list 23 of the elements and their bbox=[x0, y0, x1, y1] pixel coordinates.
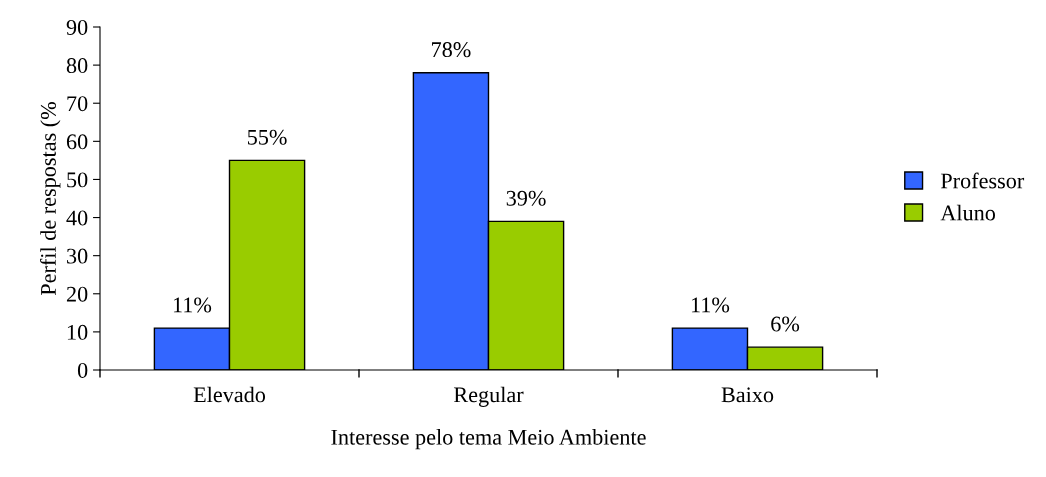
y-tick-label: 80 bbox=[66, 58, 88, 74]
legend-label: Professor bbox=[940, 172, 1025, 189]
y-tick-label: 10 bbox=[67, 324, 88, 340]
data-label: 78% bbox=[432, 42, 471, 58]
data-label: 11% bbox=[691, 297, 730, 313]
legend-label: Aluno bbox=[940, 204, 996, 221]
y-tick-label: 90 bbox=[66, 19, 88, 35]
x-tick-label: Baixo bbox=[721, 387, 774, 403]
data-label: 55% bbox=[247, 129, 287, 145]
y-tick-label: 40 bbox=[66, 210, 88, 226]
x-axis-title: Interesse pelo tema Meio Ambiente bbox=[331, 429, 646, 450]
y-tick-label: 0 bbox=[77, 362, 88, 378]
y-tick-label: 60 bbox=[66, 134, 88, 150]
data-label: 11% bbox=[173, 297, 212, 313]
y-axis-title: Perfil de respostas (% bbox=[40, 102, 61, 296]
y-tick-label: 30 bbox=[67, 248, 88, 264]
y-tick-label: 70 bbox=[67, 96, 88, 112]
x-tick-label: Regular bbox=[453, 386, 524, 407]
data-label: 6% bbox=[771, 316, 800, 332]
y-tick-label: 50 bbox=[67, 172, 88, 188]
x-tick-label: Elevado bbox=[193, 386, 266, 403]
data-label: 39% bbox=[506, 190, 546, 206]
y-tick-label: 20 bbox=[66, 286, 88, 302]
